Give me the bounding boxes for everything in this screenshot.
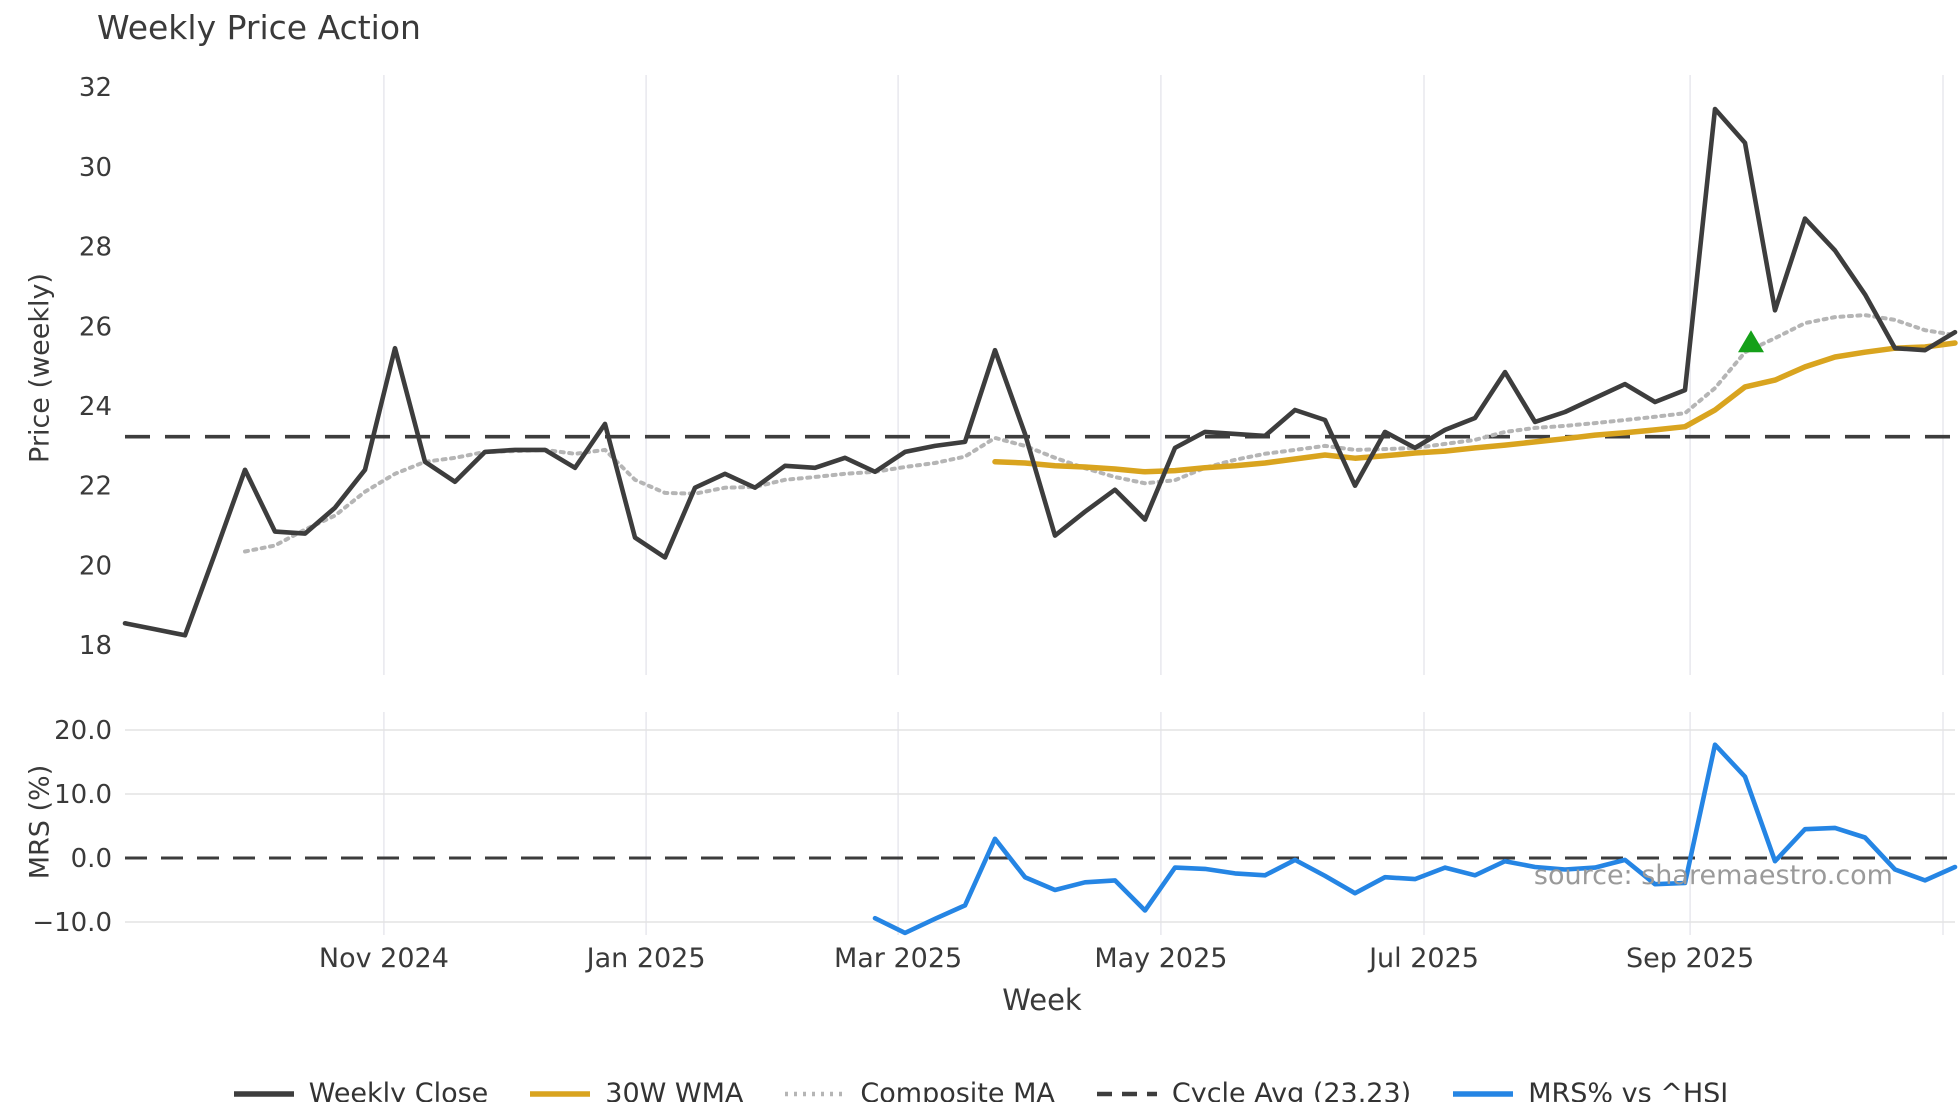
legend-label: 30W WMA <box>605 1078 744 1102</box>
legend-label: Composite MA <box>860 1078 1055 1102</box>
price-y-tick-label: 20 <box>79 551 112 581</box>
composite-ma-line <box>243 313 1957 554</box>
legend-label: Cycle Avg (23.23) <box>1171 1078 1412 1102</box>
legend-swatch-solid <box>1453 1090 1514 1097</box>
price-y-tick-label: 28 <box>79 233 112 263</box>
legend-swatch-solid <box>530 1090 591 1097</box>
legend-item: Cycle Avg (23.23) <box>1095 1078 1411 1102</box>
x-tick-label: Jan 2025 <box>585 943 706 974</box>
legend-item: 30W WMA <box>528 1078 743 1102</box>
mrs-y-tick-label: 20.0 <box>54 716 112 746</box>
price-y-tick-label: 24 <box>79 392 112 422</box>
price-axis-label: Price (weekly) <box>24 273 56 463</box>
legend-swatch-dashed <box>1096 1091 1157 1096</box>
legend-item: Composite MA <box>783 1078 1055 1102</box>
price-y-tick-label: 26 <box>79 312 112 342</box>
legend-item: MRS% vs ^HSI <box>1451 1078 1728 1102</box>
x-tick-label: Mar 2025 <box>834 943 962 974</box>
x-axis-label: Week <box>1002 983 1082 1017</box>
x-tick-label: Jul 2025 <box>1367 943 1479 974</box>
mrs-y-tick-label: 0.0 <box>71 844 112 874</box>
mrs-axis-label: MRS (%) <box>24 764 56 880</box>
price-y-tick-label: 18 <box>79 631 112 661</box>
buy-signal-triangle <box>1738 330 1764 353</box>
legend-swatch-solid <box>233 1090 294 1097</box>
wma-line <box>992 340 1958 475</box>
legend-item: Weekly Close <box>232 1078 489 1102</box>
price-y-tick-label: 32 <box>79 73 112 103</box>
source-watermark: source: sharemaestro.com <box>1533 860 1893 891</box>
mrs-y-tick-label: 10.0 <box>54 780 112 810</box>
chart-legend: Weekly Close 30W WMA Composite MA Cycle … <box>0 1078 1960 1102</box>
legend-label: Weekly Close <box>308 1078 489 1102</box>
weekly-close-line <box>122 106 1958 638</box>
page-title: Weekly Price Action <box>97 8 421 47</box>
legend-label: MRS% vs ^HSI <box>1528 1078 1729 1102</box>
legend-swatch-dotted <box>785 1091 846 1096</box>
x-tick-label: May 2025 <box>1094 943 1227 974</box>
mrs-y-tick-label: −10.0 <box>32 908 112 938</box>
x-tick-label: Sep 2025 <box>1626 943 1754 974</box>
price-y-tick-label: 30 <box>79 153 112 183</box>
price-y-tick-label: 22 <box>79 472 112 502</box>
x-tick-label: Nov 2024 <box>319 943 449 974</box>
mrs-line <box>872 742 1958 936</box>
